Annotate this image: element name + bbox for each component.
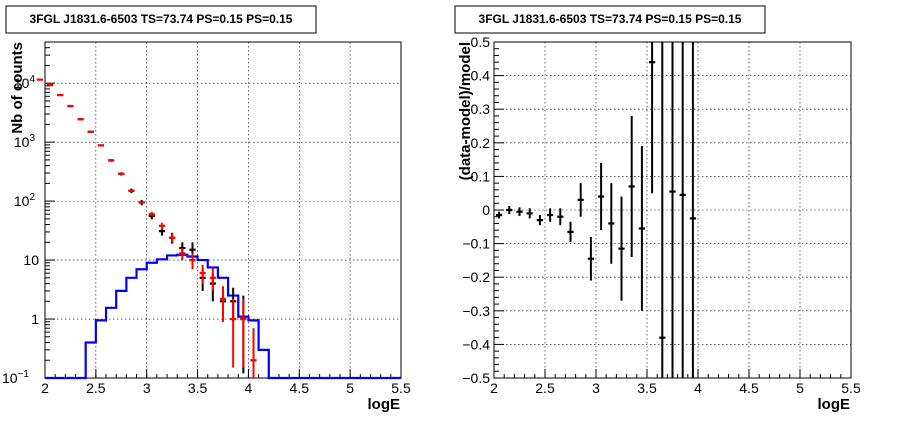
left-y-tick-label: 102 (14, 192, 36, 209)
left-grid (45, 42, 401, 378)
left-y-tick-label: 10 (23, 252, 39, 268)
right-y-tick-label: 0.5 (471, 34, 491, 50)
right-x-tick-label: 3.5 (637, 380, 657, 396)
right-x-tick-label: 4.5 (739, 380, 759, 396)
left-x-tick-label: 3.5 (188, 380, 208, 396)
left-x-tick-label: 5 (346, 380, 354, 396)
left-x-tick-label: 4 (245, 380, 253, 396)
left-x-tick-label: 3 (143, 380, 151, 396)
left-axis-ticks: 2 2.5 3 3.5 4 4.5 5 5.5 10−1 1 10 102 103 104 (2, 47, 411, 396)
left-y-tick-label: 10−1 (2, 369, 29, 386)
right-y-tick-label: −0.1 (462, 236, 490, 252)
left-y-tick-label: 103 (14, 133, 36, 150)
right-y-tick-label: 0.2 (471, 135, 491, 151)
right-y-tick-label: 0.3 (471, 101, 491, 117)
right-x-tick-label: 5 (796, 380, 804, 396)
left-x-tick-label: 4.5 (290, 380, 310, 396)
right-grid (494, 42, 851, 378)
left-series (36, 78, 401, 380)
right-y-tick-label: 0 (482, 202, 490, 218)
right-x-tick-label: 4 (694, 380, 702, 396)
right-y-tick-label: −0.2 (462, 269, 490, 285)
left-x-axis-label: logE (368, 396, 401, 413)
right-axis-ticks: 2 2.5 3 3.5 4 4.5 5 5.5 −0.5 −0.4 −0.3 −0.2 −0.1 0 0.1… (462, 34, 861, 396)
model-histogram-step-line (45, 253, 401, 380)
right-title-box: 3FGL J1831.6-6503 TS=73.74 PS=0.15 PS=0.… (454, 5, 766, 34)
left-y-axis-label: Nb of counts (9, 42, 26, 134)
right-y-tick-label: 0.4 (471, 68, 491, 84)
left-x-tick-label: 2.5 (86, 380, 106, 396)
right-panel: 3FGL J1831.6-6503 TS=73.74 PS=0.15 PS=0.… (454, 5, 861, 413)
right-chart-title: 3FGL J1831.6-6503 TS=73.74 PS=0.15 PS=0.… (479, 12, 742, 26)
right-y-tick-label: −0.5 (462, 370, 490, 386)
left-x-tick-label: 5.5 (391, 380, 411, 396)
right-y-tick-label: −0.3 (462, 303, 490, 319)
right-y-axis-label: (data-model)/model (457, 42, 474, 180)
right-y-tick-label: −0.4 (462, 336, 490, 352)
right-x-tick-label: 3 (592, 380, 600, 396)
left-panel: 3FGL J1831.6-6503 TS=73.74 PS=0.15 PS=0.… (2, 5, 411, 413)
left-x-tick-label: 2 (41, 380, 49, 396)
right-x-tick-label: 2.5 (535, 380, 555, 396)
left-title-box: 3FGL J1831.6-6503 TS=73.74 PS=0.15 PS=0.… (5, 5, 317, 34)
right-y-tick-label: 0.1 (471, 168, 491, 184)
left-plot-frame (44, 41, 402, 379)
right-x-axis-label: logE (818, 396, 851, 413)
left-y-tick-label: 104 (14, 74, 36, 91)
right-x-tick-label: 5.5 (841, 380, 861, 396)
right-x-tick-label: 2 (490, 380, 498, 396)
right-series (496, 42, 696, 378)
left-chart-title: 3FGL J1831.6-6503 TS=73.74 PS=0.15 PS=0.… (30, 12, 293, 26)
left-y-tick-label: 1 (31, 311, 39, 327)
